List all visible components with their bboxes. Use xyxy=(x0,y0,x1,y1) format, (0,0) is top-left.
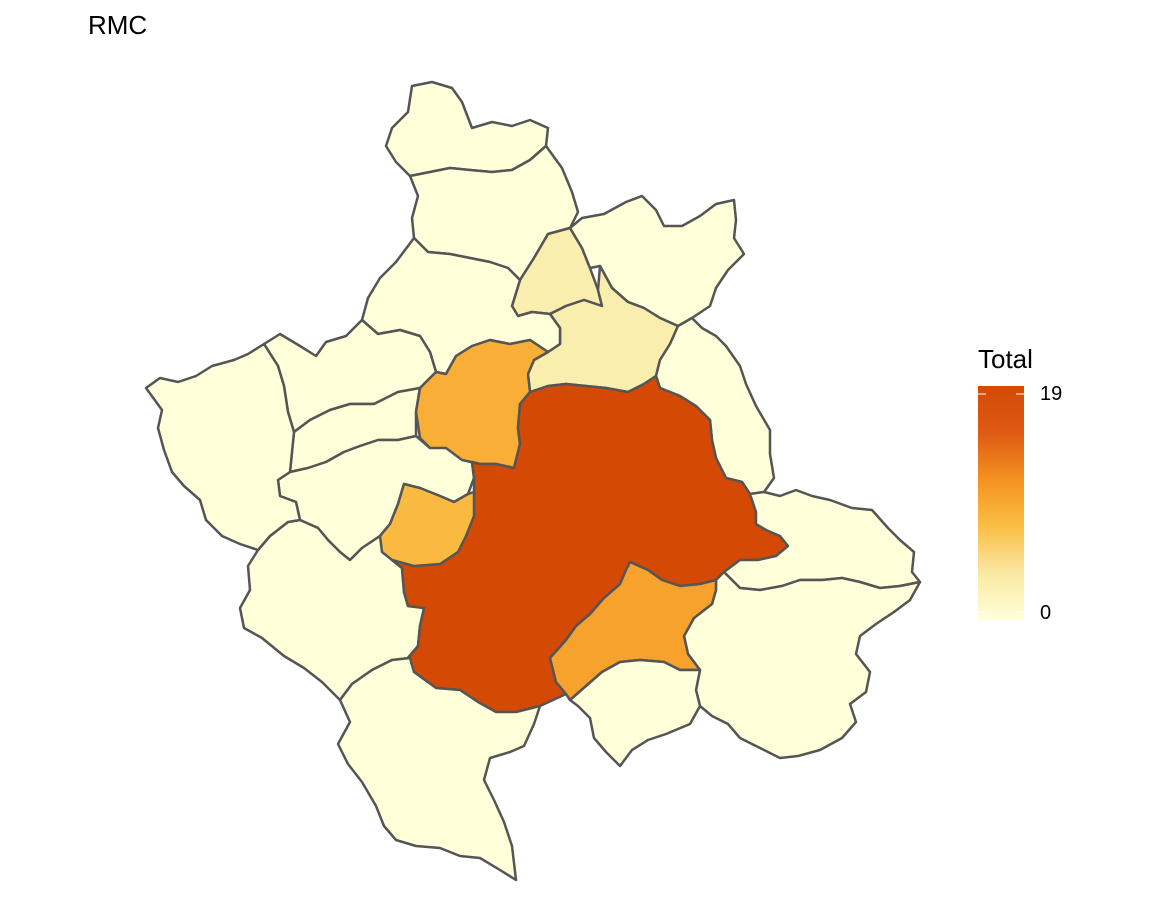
plot-title: RMC xyxy=(88,10,148,40)
region-west-big[interactable] xyxy=(144,342,302,552)
region-south-small[interactable] xyxy=(568,658,702,768)
region-south-west[interactable] xyxy=(336,656,542,882)
region-south-east-big[interactable] xyxy=(682,570,922,760)
legend-max-label: 19 xyxy=(1040,383,1063,405)
region-north-1[interactable] xyxy=(384,80,550,178)
region-west-small-orange[interactable] xyxy=(378,482,476,568)
legend-title: Total xyxy=(978,344,1033,374)
legend-gradient xyxy=(978,386,1024,620)
legend-min-label: 0 xyxy=(1040,602,1052,624)
legend-colorbar xyxy=(978,386,1024,620)
